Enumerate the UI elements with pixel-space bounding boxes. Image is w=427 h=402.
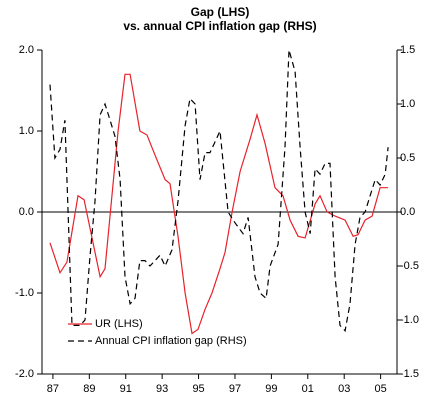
x-tick-label: 89 (83, 383, 95, 395)
x-tick-label: 01 (302, 383, 314, 395)
x-tick-label: 97 (229, 383, 241, 395)
y-tick-label: 0.0 (19, 206, 34, 218)
x-tick-label: 91 (120, 383, 132, 395)
y2-tick-label: 1.0 (400, 98, 415, 110)
y-tick-label: 2.0 (19, 44, 34, 56)
y2-tick-label: -1.0 (400, 314, 419, 326)
x-tick-label: 03 (338, 383, 350, 395)
x-tick-label: 95 (192, 383, 204, 395)
series-line (49, 49, 389, 333)
y2-tick-label: -1.5 (400, 368, 419, 380)
y2-tick-label: 1.5 (400, 44, 415, 56)
legend-label: Annual CPI inflation gap (RHS) (95, 335, 247, 347)
legend-label: UR (LHS) (95, 318, 143, 330)
x-tick-label: 87 (47, 383, 59, 395)
chart-subtitle: vs. annual CPI inflation gap (RHS) (123, 19, 316, 33)
x-tick-label: 93 (156, 383, 168, 395)
y-tick-label: 1.0 (19, 125, 34, 137)
series-line (49, 73, 389, 335)
y-tick-label: -1.0 (15, 287, 34, 299)
x-tick-label: 99 (265, 383, 277, 395)
chart-title: Gap (LHS) (191, 5, 250, 19)
y-tick-label: -2.0 (15, 368, 34, 380)
y2-tick-label: 0.5 (400, 152, 415, 164)
y2-tick-label: 0.0 (400, 206, 415, 218)
x-tick-label: 05 (374, 383, 386, 395)
y2-tick-label: -0.5 (400, 260, 419, 272)
